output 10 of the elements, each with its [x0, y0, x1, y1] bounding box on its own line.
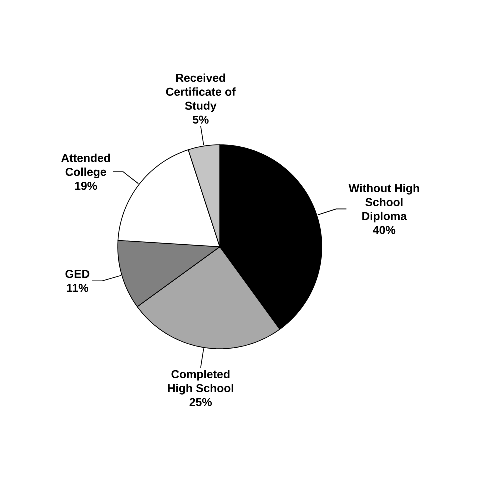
data-label: 40% [373, 226, 396, 234]
slice-label: Completed High School [168, 370, 234, 395]
slice-label: Received Certificate of Study [166, 74, 236, 112]
data-label: 25% [190, 398, 212, 406]
data-label: 5% [192, 116, 209, 124]
slice-label: Without High School Diploma [348, 184, 420, 223]
data-label: 19% [75, 182, 98, 190]
slice-label: GED [66, 270, 90, 278]
data-label: 11% [67, 284, 89, 292]
slice-label: Attended College [62, 154, 110, 179]
